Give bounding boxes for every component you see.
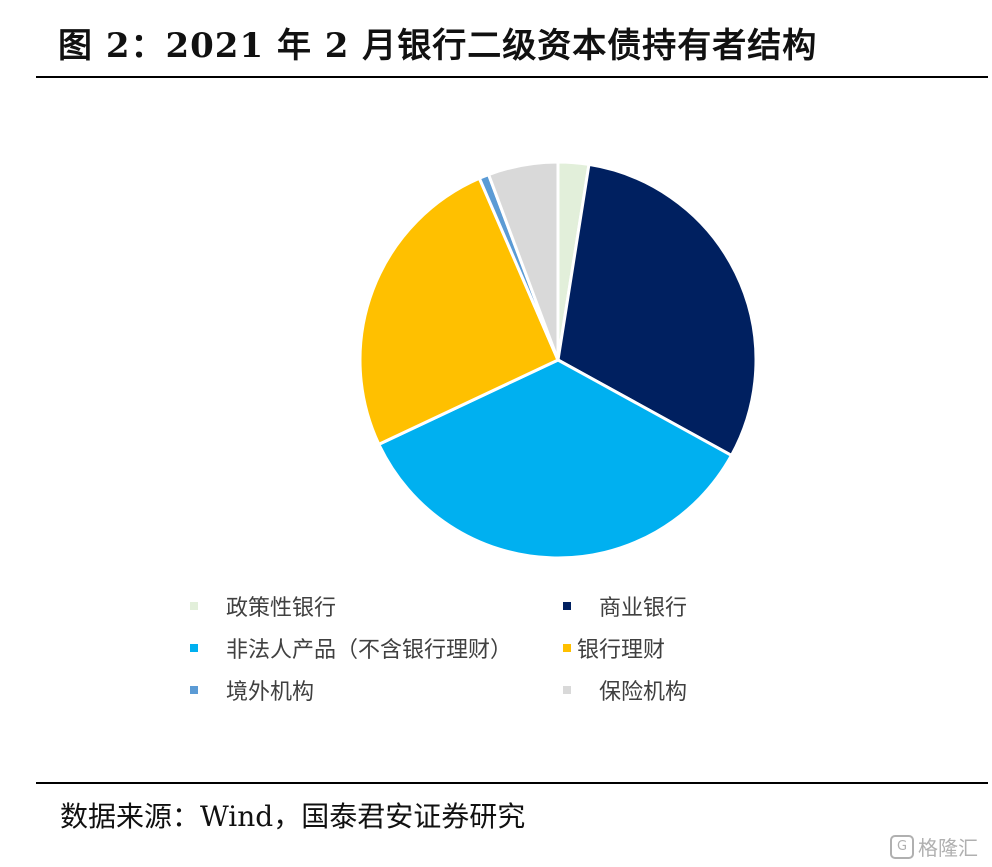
legend: 政策性银行 商业银行 非法人产品（不含银行理财） 银行理财 境外机构 保险机构: [190, 590, 750, 715]
pie-chart: [358, 160, 758, 560]
watermark-text: 格隆汇: [918, 836, 978, 860]
legend-item-insurance: 保险机构: [563, 674, 687, 706]
legend-label: 政策性银行: [226, 596, 337, 621]
pie-slice-commercial-bank: [556, 162, 758, 457]
top-divider: [36, 76, 988, 78]
pie-slice-bank-wealth: [358, 176, 560, 446]
legend-label: 保险机构: [599, 680, 688, 705]
legend-item-commercial-bank: 商业银行: [563, 590, 687, 622]
g-logo-icon: G: [890, 834, 914, 859]
legend-label: 非法人产品（不含银行理财）: [226, 638, 513, 663]
legend-marker: [190, 686, 198, 694]
legend-label: 银行理财: [577, 638, 666, 663]
legend-item-non-legal-products: 非法人产品（不含银行理财）: [190, 632, 512, 664]
bottom-divider: [36, 782, 988, 784]
legend-marker: [190, 644, 198, 652]
pie-slice-non-legal-products: [377, 358, 734, 560]
source-note: 数据来源：Wind，国泰君安证券研究: [60, 800, 526, 833]
chart-title: 图 2：2021 年 2 月银行二级资本债持有者结构: [58, 26, 818, 66]
legend-item-policy-bank: 政策性银行: [190, 590, 336, 622]
legend-marker: [563, 644, 571, 652]
legend-marker: [563, 686, 571, 694]
watermark: G 格隆汇: [890, 832, 978, 861]
legend-label: 境外机构: [226, 680, 315, 705]
legend-marker: [563, 602, 571, 610]
pie-slice-insurance: [487, 160, 560, 362]
legend-item-foreign-institutions: 境外机构: [190, 674, 314, 706]
legend-marker: [190, 602, 198, 610]
legend-label: 商业银行: [599, 596, 688, 621]
legend-item-bank-wealth: 银行理财: [563, 632, 665, 664]
